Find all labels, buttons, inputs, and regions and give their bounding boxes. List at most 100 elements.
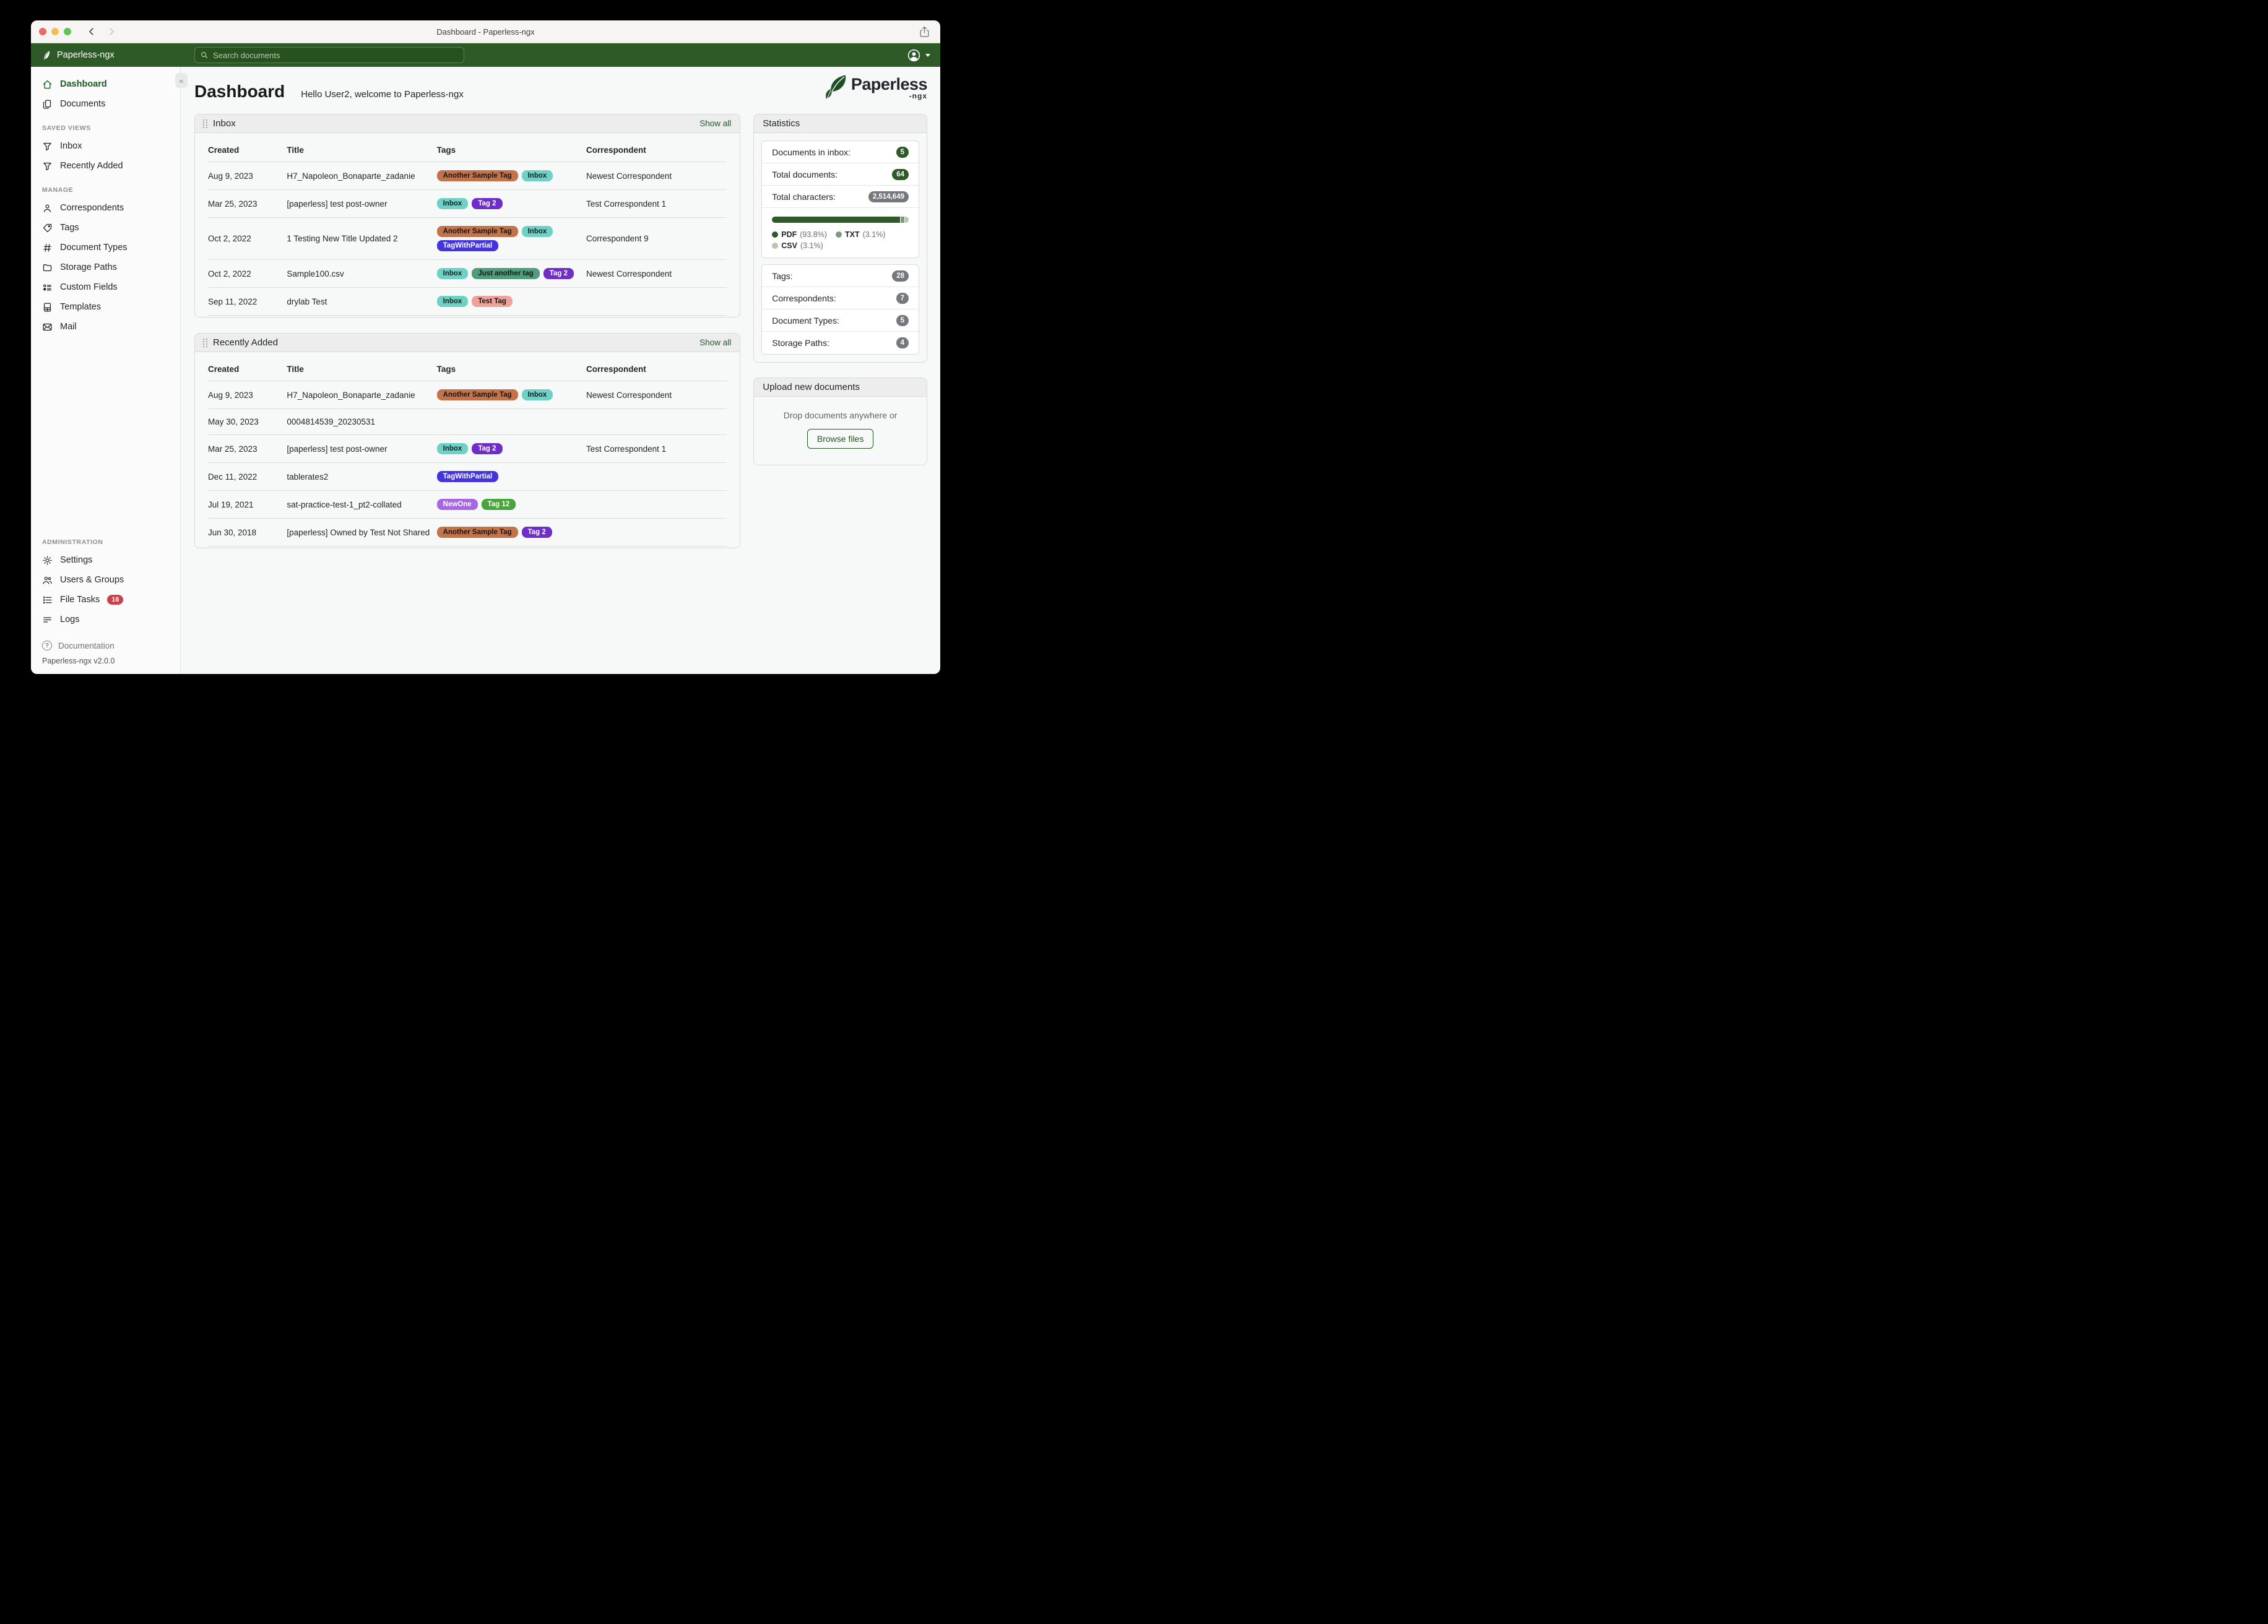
search-input[interactable] — [213, 50, 459, 60]
sidebar-item-documentation[interactable]: ? Documentation — [31, 638, 180, 653]
tag-chip-newone[interactable]: NewOne — [436, 499, 478, 510]
sidebar-item-dashboard[interactable]: Dashboard — [31, 74, 180, 94]
column-header-tags: Tags — [436, 137, 587, 162]
sidebar-item-label: Documents — [60, 99, 106, 109]
sidebar-section-heading: SAVED VIEWS — [42, 124, 91, 132]
cell-tags: Another Sample Tag Inbox — [436, 381, 587, 409]
tag-chip-just-another-tag[interactable]: Just another tag — [472, 268, 540, 279]
tag-chip-tag-2[interactable]: Tag 2 — [543, 268, 574, 279]
cell-created: Mar 25, 2023 — [208, 189, 287, 218]
sidebar-item-label: Logs — [60, 615, 80, 624]
cell-title: [paperless] test post-owner — [287, 189, 437, 218]
sidebar-collapse-button[interactable]: « — [175, 73, 188, 88]
cell-created: Mar 25, 2023 — [208, 434, 287, 463]
cell-title: H7_Napoleon_Bonaparte_zadanie — [287, 162, 437, 190]
tag-chip-another-sample-tag[interactable]: Another Sample Tag — [436, 226, 518, 237]
cell-correspondent: Correspondent 9 — [586, 217, 727, 260]
welcome-message: Hello User2, welcome to Paperless-ngx — [301, 89, 464, 100]
cell-created: Jun 30, 2018 — [208, 518, 287, 546]
logo-wordmark: Paperless — [850, 74, 928, 93]
tag-chip-tag-2[interactable]: Tag 2 — [521, 527, 552, 538]
widget-inbox: Inbox Show all Created Title Tags Corresponde… — [194, 114, 741, 317]
show-all-link[interactable]: Show all — [699, 119, 732, 128]
documentation-label: Documentation — [58, 641, 115, 650]
template-icon — [42, 302, 53, 313]
tag-chip-inbox[interactable]: Inbox — [436, 198, 469, 209]
question-circle-icon: ? — [42, 641, 52, 650]
table-row[interactable]: Aug 9, 2023 H7_Napoleon_Bonaparte_zadanie… — [208, 381, 727, 409]
table-row[interactable]: Mar 25, 2023 [paperless] test post-owner I… — [208, 189, 727, 218]
sidebar-section-heading: ADMINISTRATION — [42, 538, 103, 546]
legend-label: CSV — [781, 241, 797, 250]
sidebar-item-storage-paths[interactable]: Storage Paths — [31, 257, 180, 277]
table-row[interactable]: Jul 19, 2021 sat-practice-test-1_pt2-coll… — [208, 490, 727, 519]
sidebar-item-logs[interactable]: Logs — [31, 610, 180, 629]
drag-handle-icon[interactable] — [202, 119, 208, 128]
back-icon[interactable] — [86, 26, 97, 37]
cell-title: Sample100.csv — [287, 259, 437, 288]
sidebar-item-custom-fields[interactable]: Custom Fields — [31, 277, 180, 297]
tag-chip-inbox[interactable]: Inbox — [521, 389, 553, 400]
upload-dropzone[interactable]: Drop documents anywhere or Browse files — [754, 397, 927, 465]
tag-chip-tag-12[interactable]: Tag 12 — [481, 499, 516, 510]
tag-chip-tagwithpartial[interactable]: TagWithPartial — [436, 471, 499, 482]
show-all-link[interactable]: Show all — [699, 338, 732, 347]
sidebar-item-users-groups[interactable]: Users & Groups — [31, 570, 180, 590]
drag-handle-icon[interactable] — [202, 338, 208, 347]
statistics-panel: Statistics Documents in inbox: 5 Total doc… — [753, 114, 927, 363]
tag-chip-tagwithpartial[interactable]: TagWithPartial — [436, 240, 499, 251]
cell-tags — [436, 408, 587, 435]
sidebar-item-inbox[interactable]: Inbox — [31, 136, 180, 156]
sidebar-item-document-types[interactable]: Document Types — [31, 238, 180, 257]
tag-chip-inbox[interactable]: Inbox — [436, 268, 469, 279]
table-row[interactable]: Aug 9, 2023 H7_Napoleon_Bonaparte_zadanie… — [208, 162, 727, 190]
tag-chip-another-sample-tag[interactable]: Another Sample Tag — [436, 527, 518, 538]
sidebar-item-templates[interactable]: Templates — [31, 297, 180, 317]
window-close-button[interactable] — [39, 28, 46, 35]
table-row[interactable]: Dec 11, 2022 tablerates2 TagWithPartial — [208, 462, 727, 491]
cell-tags: Inbox Tag 2 — [436, 434, 587, 463]
table-row[interactable]: Mar 25, 2023 [paperless] test post-owner I… — [208, 434, 727, 463]
sidebar-item-recently-added[interactable]: Recently Added — [31, 156, 180, 176]
cell-correspondent — [586, 287, 727, 316]
forward-icon[interactable] — [106, 26, 117, 37]
table-row[interactable]: May 30, 2023 0004814539_20230531 — [208, 408, 727, 435]
sidebar-item-correspondents[interactable]: Correspondents — [31, 198, 180, 218]
browse-files-button[interactable]: Browse files — [807, 429, 874, 449]
table-row[interactable]: Oct 2, 2022 1 Testing New Title Updated 2… — [208, 217, 727, 260]
upload-hint: Drop documents anywhere or — [783, 410, 898, 420]
sidebar-item-documents[interactable]: Documents — [31, 94, 180, 114]
share-icon[interactable] — [919, 25, 930, 38]
stat-row-tags: Tags: 28 — [762, 265, 919, 287]
tag-chip-another-sample-tag[interactable]: Another Sample Tag — [436, 170, 518, 181]
tag-chip-inbox[interactable]: Inbox — [521, 226, 553, 237]
sidebar-item-tags[interactable]: Tags — [31, 218, 180, 238]
tag-chip-inbox[interactable]: Inbox — [521, 170, 553, 181]
app-version: Paperless-ngx v2.0.0 — [42, 657, 115, 665]
window-zoom-button[interactable] — [64, 28, 71, 35]
search-bar[interactable] — [194, 47, 464, 63]
sidebar-item-file-tasks[interactable]: File Tasks 16 — [31, 590, 180, 610]
sidebar-item-mail[interactable]: Mail — [31, 317, 180, 337]
window-minimize-button[interactable] — [51, 28, 59, 35]
brand[interactable]: Paperless-ngx — [41, 50, 115, 61]
tag-list: Another Sample Tag Tag 2 — [436, 527, 582, 538]
sidebar-item-settings[interactable]: Settings — [31, 550, 180, 570]
user-menu[interactable] — [907, 48, 930, 63]
tag-list: Another Sample Tag Inbox TagWithPartial — [436, 226, 582, 251]
file-type-bar — [772, 217, 909, 223]
tag-chip-tag-2[interactable]: Tag 2 — [472, 443, 503, 454]
tag-chip-another-sample-tag[interactable]: Another Sample Tag — [436, 389, 518, 400]
tag-chip-test-tag[interactable]: Test Tag — [472, 296, 513, 307]
table-row[interactable]: Oct 2, 2022 Sample100.csv Inbox Just anothe… — [208, 259, 727, 288]
table-row[interactable]: Jun 30, 2018 [paperless] Owned by Test No… — [208, 518, 727, 546]
widget-header: Inbox Show all — [195, 114, 740, 133]
tag-chip-inbox[interactable]: Inbox — [436, 296, 469, 307]
tag-chip-tag-2[interactable]: Tag 2 — [472, 198, 503, 209]
legend-label: TXT — [845, 230, 860, 239]
column-header-correspondent: Correspondent — [586, 137, 727, 162]
chart-legend: PDF (93.8%) TXT (3.1%) CSV (3.1%) — [772, 230, 902, 250]
sidebar-item-label: Settings — [60, 555, 93, 565]
tag-chip-inbox[interactable]: Inbox — [436, 443, 469, 454]
table-row[interactable]: Sep 11, 2022 drylab Test Inbox Test Tag — [208, 287, 727, 316]
